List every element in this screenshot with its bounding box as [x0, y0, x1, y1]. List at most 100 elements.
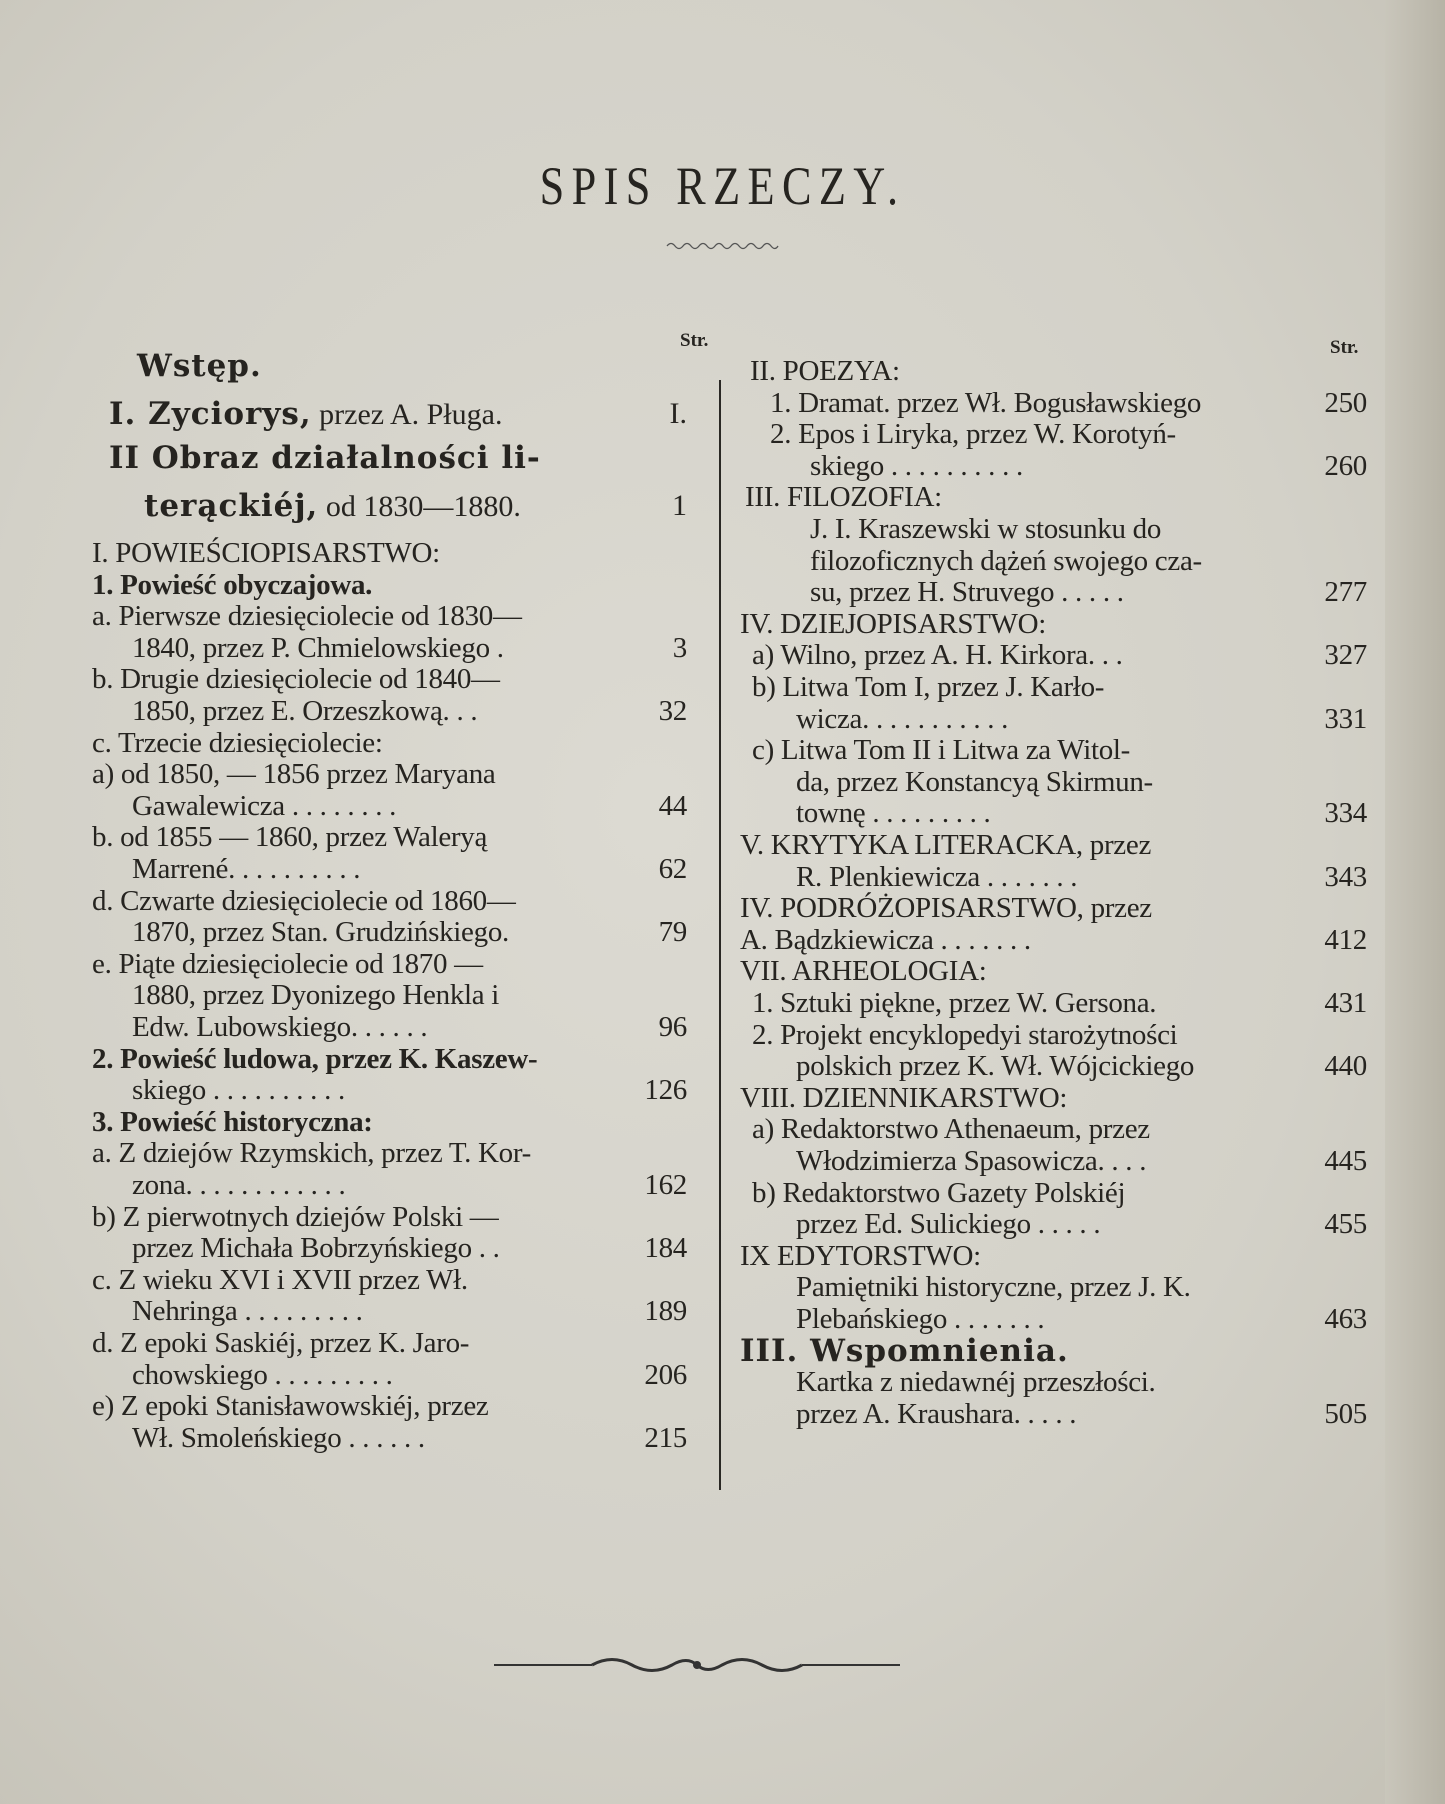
page-number: 250 — [1324, 386, 1367, 419]
toc-entry: townę . . . . . . . . . 334 — [740, 797, 1367, 829]
toc-entry: filozoficznych dążeń swojego cza- — [740, 545, 1367, 577]
toc-entry: J. I. Kraszewski w stosunku do — [740, 513, 1367, 545]
toc-entry-title: a. Z dziejów Rzymskich, przez T. Kor- — [92, 1137, 531, 1169]
entry-text: chowskiego . . . . . . . . . — [132, 1358, 393, 1391]
entry-text: przez A. Kraushara. . . . . — [796, 1397, 1077, 1430]
toc-entry: 1. Powieść obyczajowa. — [92, 569, 687, 601]
toc-entry: 1840, przez P. Chmielowskiego . 3 — [92, 632, 687, 664]
toc-entry: Włodzimierza Spasowicza. . . . 445 — [740, 1145, 1367, 1177]
toc-entry: a) od 1850, — 1856 przez Maryana — [92, 758, 687, 790]
toc-entry: e) Z epoki Stanisławowskiéj, przez — [92, 1390, 687, 1422]
entry-text: 2. Epos i Liryka, przez W. Korotyń- — [770, 418, 1176, 451]
toc-entry-title: 1. Powieść obyczajowa. — [92, 569, 372, 601]
entry-text: d. Czwarte dziesięciolecie od 1860— — [92, 884, 516, 917]
page-number: 162 — [644, 1169, 687, 1201]
toc-entry-title: Włodzimierza Spasowicza. . . . — [796, 1145, 1146, 1177]
entry-text: IV. PODRÓŻOPISARSTWO, przez — [740, 892, 1152, 925]
entry-text: skiego . . . . . . . . . . — [132, 1074, 345, 1107]
toc-entry-title: skiego . . . . . . . . . . — [810, 450, 1023, 482]
toc-entry-title: 3. Powieść historyczna: — [92, 1106, 373, 1138]
entry-text: c. Trzecie dziesięciolecie: — [92, 726, 383, 759]
toc-entry-title: townę . . . . . . . . . — [796, 797, 991, 829]
toc-entry-title: 1. Dramat. przez Wł. Bogusławskiego — [770, 387, 1201, 419]
toc-entry: a) Wilno, przez A. H. Kirkora. . . 327 — [740, 639, 1367, 671]
page-number: 1 — [672, 489, 687, 522]
toc-entry: Wstęp. — [92, 350, 687, 382]
toc-entry-title: I. Zyciorys, przez A. Pługa. — [109, 398, 502, 431]
page-number: 331 — [1324, 702, 1367, 735]
toc-entry-title: R. Plenkiewicza . . . . . . . — [796, 861, 1078, 893]
entry-text: Kartka z niedawnéj przeszłości. — [796, 1366, 1156, 1399]
toc-entry-title: terąckiéj, od 1830—1880. — [144, 490, 521, 523]
toc-entry: b. Drugie dziesięciolecie od 1840— — [92, 663, 687, 695]
entry-text: 1. Powieść obyczajowa. — [92, 568, 373, 601]
toc-entry: III. FILOZOFIA: — [740, 481, 1367, 513]
entry-text: V. KRYTYKA LITERACKA, przez — [740, 829, 1152, 861]
page-number: 32 — [658, 695, 688, 727]
toc-entry: Edw. Lubowskiego. . . . . . 96 — [92, 1011, 687, 1043]
toc-entry-title: III. Wspomnienia. — [740, 1335, 1069, 1367]
toc-entry: su, przez H. Struvego . . . . . 277 — [740, 576, 1367, 608]
page-column-label: Str. — [1330, 337, 1359, 358]
toc-entry-title: przez A. Kraushara. . . . . — [796, 1398, 1076, 1430]
toc-entry-title: b. Drugie dziesięciolecie od 1840— — [92, 663, 500, 695]
toc-entry-title: VIII. DZIENNIKARSTWO: — [740, 1082, 1067, 1114]
toc-entry-title: II. POEZYA: — [750, 355, 900, 387]
entry-text: b. Drugie dziesięciolecie od 1840— — [92, 663, 500, 696]
toc-entry-title: IV. DZIEJOPISARSTWO: — [740, 608, 1046, 640]
entry-author: przez A. Pługa. — [311, 398, 503, 431]
toc-entry-title: 1. Sztuki piękne, przez W. Gersona. — [752, 987, 1157, 1019]
entry-text: 1840, przez P. Chmielowskiego . — [132, 631, 504, 664]
entry-text: Edw. Lubowskiego. . . . . . — [132, 1011, 428, 1043]
toc-entry: IV. PODRÓŻOPISARSTWO, przez — [740, 892, 1367, 924]
toc-entry: II Obraz działalności li- — [92, 442, 687, 474]
entry-text: filozoficznych dążeń swojego cza- — [810, 544, 1202, 577]
entry-text: J. I. Kraszewski w stosunku do — [810, 513, 1162, 545]
toc-entry-title: Marrené. . . . . . . . . . — [132, 853, 360, 885]
toc-entry-title: wicza. . . . . . . . . . . — [796, 703, 1008, 735]
toc-entry: 3. Powieść historyczna: — [92, 1106, 687, 1138]
toc-entry: terąckiéj, od 1830—1880. 1 — [92, 489, 687, 523]
entry-text: I. Zyciorys, — [109, 396, 312, 432]
entry-text: przez Michała Bobrzyńskiego . . — [132, 1232, 500, 1265]
toc-entry-title: 2. Epos i Liryka, przez W. Korotyń- — [770, 418, 1176, 450]
column-divider — [719, 380, 721, 1490]
entry-text: 1850, przez E. Orzeszkową. . . — [132, 695, 478, 727]
entry-text: przez Ed. Sulickiego . . . . . — [796, 1208, 1101, 1241]
entry-text: III. FILOZOFIA: — [745, 481, 942, 514]
page-number: 3 — [672, 631, 688, 664]
toc-entry: Gawalewicza . . . . . . . . 44 — [92, 790, 687, 822]
page-number: 455 — [1324, 1208, 1367, 1241]
toc-entry-title: a) Redaktorstwo Athenaeum, przez — [752, 1113, 1150, 1145]
entry-text: IV. DZIEJOPISARSTWO: — [740, 607, 1047, 640]
toc-entry-title: Edw. Lubowskiego. . . . . . — [132, 1011, 428, 1043]
toc-entry: c. Trzecie dziesięciolecie: — [92, 727, 687, 759]
entry-text: 1870, przez Stan. Grudzińskiego. — [132, 916, 509, 949]
toc-entry: przez Ed. Sulickiego . . . . . 455 — [740, 1208, 1367, 1240]
toc-entry-title: b. od 1855 — 1860, przez Waleryą — [92, 821, 487, 853]
toc-entry-title: przez Michała Bobrzyńskiego . . — [132, 1232, 500, 1264]
toc-entry: Wł. Smoleńskiego . . . . . . 215 — [92, 1422, 687, 1454]
page-number: 463 — [1324, 1303, 1367, 1335]
title-ornament — [666, 242, 779, 250]
entry-text: a) Wilno, przez A. H. Kirkora. . . — [752, 639, 1123, 672]
page-number: 277 — [1324, 576, 1367, 609]
entry-text: b) Z pierwotnych dziejów Polski — — [92, 1200, 499, 1233]
page-number: 440 — [1324, 1050, 1367, 1083]
toc-entry-title: b) Z pierwotnych dziejów Polski — — [92, 1201, 499, 1233]
toc-entry: b. od 1855 — 1860, przez Waleryą — [92, 821, 687, 853]
entry-text: I. POWIEŚCIOPISARSTWO: — [92, 537, 440, 569]
toc-entry: IX EDYTORSTWO: — [740, 1240, 1367, 1272]
page-number: 62 — [658, 853, 688, 885]
entry-text: 1. Sztuki piękne, przez W. Gersona. — [752, 987, 1157, 1019]
page-number: 126 — [644, 1074, 687, 1107]
page-edge — [1385, 0, 1445, 1804]
toc-entry: c. Z wieku XVI i XVII przez Wł. — [92, 1264, 687, 1296]
toc-entry: c) Litwa Tom II i Litwa za Witol- — [740, 734, 1367, 766]
page-number: 334 — [1324, 797, 1367, 830]
toc-entry: przez Michała Bobrzyńskiego . . 184 — [92, 1232, 687, 1264]
toc-entry-title: Wł. Smoleńskiego . . . . . . — [132, 1422, 425, 1454]
page-number: 206 — [644, 1358, 687, 1391]
toc-entry-title: 1870, przez Stan. Grudzińskiego. — [132, 916, 509, 948]
entry-text: 2. Powieść ludowa, przez K. Kaszew- — [92, 1042, 538, 1075]
